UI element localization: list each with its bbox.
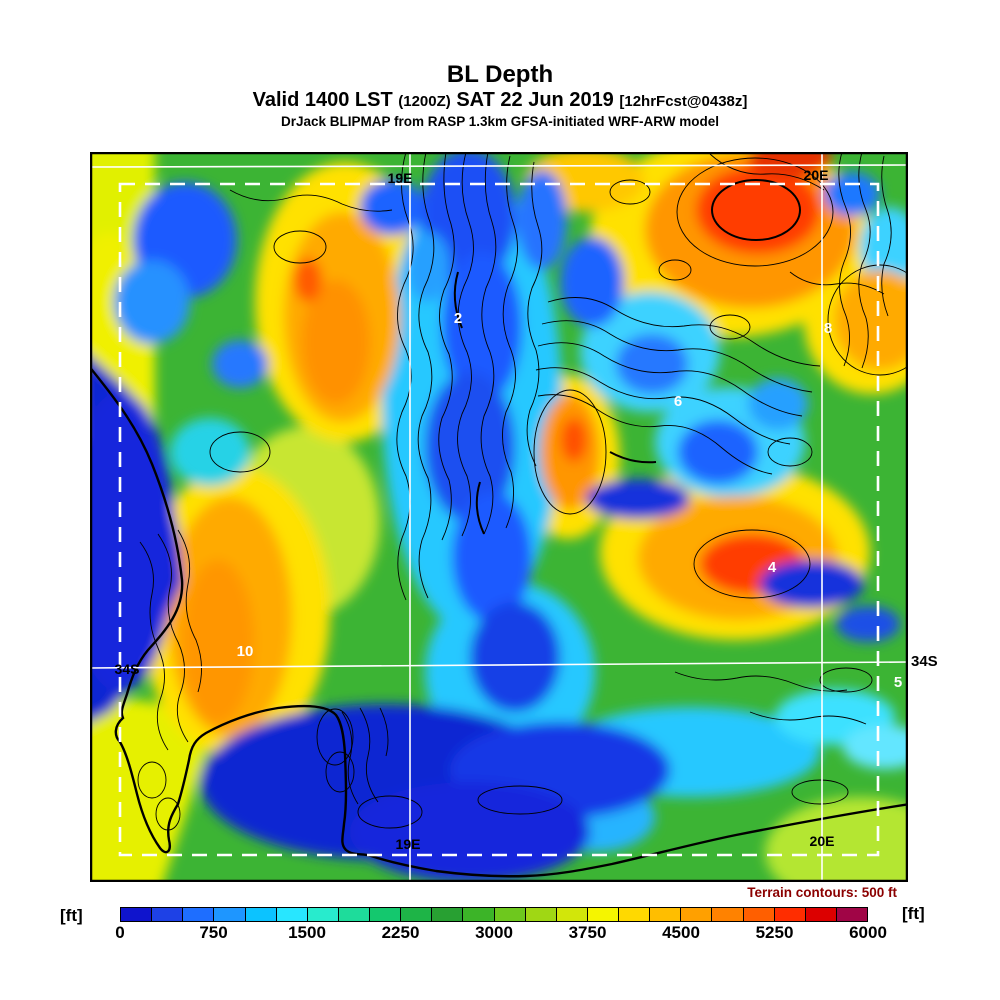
colorbar-segment — [805, 908, 837, 921]
colorbar-segment — [307, 908, 339, 921]
colorbar-tick-label: 2250 — [381, 923, 420, 942]
colorbar-tick-label: 0 — [115, 923, 125, 942]
valid-time-utc: (1200Z) — [398, 93, 451, 110]
map-frame — [90, 152, 908, 882]
colorbar-segment — [214, 908, 246, 921]
valid-date: SAT 22 Jun 2019 — [456, 89, 614, 111]
waypoint-label: 10 — [237, 643, 254, 660]
waypoint-label: 8 — [824, 320, 832, 337]
colorbar-segment — [743, 908, 775, 921]
colorbar-ticks: 0 750 1500 2250 3000 3750 4500 5250 6000 — [115, 923, 887, 945]
colorbar-segment — [121, 908, 153, 921]
colorbar-segment — [619, 908, 651, 921]
lat-label-right: 34S — [911, 653, 938, 670]
valid-time-line: Valid 1400 LST (1200Z) SAT 22 Jun 2019 [… — [0, 88, 1000, 114]
colorbar-segment — [836, 908, 867, 921]
coastline — [90, 365, 908, 878]
model-domain-box — [118, 182, 880, 857]
grid-label: 20E — [810, 833, 835, 849]
colorbar-segment — [401, 908, 433, 921]
colorbar-tick-label: 3750 — [568, 923, 607, 942]
valid-time-main: Valid 1400 LST — [252, 89, 393, 111]
colorbar-segment — [712, 908, 744, 921]
colorbar-segments — [120, 907, 868, 922]
header: BL Depth Valid 1400 LST (1200Z) SAT 22 J… — [0, 62, 1000, 130]
grid-label: 19E — [388, 170, 413, 186]
colorbar-segment — [152, 908, 184, 921]
waypoint-label: 6 — [674, 393, 682, 410]
terrain-contours-note: Terrain contours: 500 ft — [747, 885, 897, 900]
grid-label: 20E — [804, 167, 829, 183]
map-labels: 19E 20E 34S 19E 20E 2 6 8 4 10 5 — [115, 167, 903, 852]
blipmap-canvas: 19E 20E 34S 19E 20E 2 6 8 4 10 5 — [90, 152, 908, 882]
grid-label: 19E — [396, 836, 421, 852]
terrain-contours-bold — [453, 179, 801, 535]
colorbar-segment — [587, 908, 619, 921]
colorbar-tick-label: 4500 — [662, 923, 700, 942]
terrain-contours — [137, 152, 908, 831]
colorbar-tick-label: 750 — [199, 923, 228, 942]
colorbar-segment — [432, 908, 464, 921]
colorbar-segment — [183, 908, 215, 921]
colorbar-segment — [276, 908, 308, 921]
colorbar-segment — [774, 908, 806, 921]
waypoint-label: 2 — [454, 310, 462, 327]
colorbar-tick-label: 3000 — [475, 923, 513, 942]
colorbar-segment — [463, 908, 495, 921]
colorbar-segment — [494, 908, 526, 921]
waypoint-label: 5 — [894, 674, 902, 691]
colorbar-segment — [338, 908, 370, 921]
model-line: DrJack BLIPMAP from RASP 1.3km GFSA-init… — [280, 114, 720, 129]
colorbar-tick-label: 1500 — [288, 923, 326, 942]
colorbar-segment — [556, 908, 588, 921]
colorbar-segment — [245, 908, 277, 921]
colorbar-unit-right: [ft] — [902, 904, 925, 923]
colorbar-unit-left: [ft] — [60, 906, 83, 925]
waypoint-label: 4 — [768, 559, 777, 576]
colorbar-segment — [681, 908, 713, 921]
blipmap-svg: 19E 20E 34S 19E 20E 2 6 8 4 10 5 — [90, 152, 908, 882]
colorbar-segment — [525, 908, 557, 921]
latlon-gridlines — [90, 152, 908, 882]
colorbar-segment — [370, 908, 402, 921]
forecast-cycle: [12hrFcst@0438z] — [619, 93, 748, 110]
colorbar-segment — [650, 908, 682, 921]
page-title: BL Depth — [446, 61, 554, 88]
colorbar-tick-label: 5250 — [755, 923, 794, 942]
colorbar-tick-label: 6000 — [849, 923, 887, 942]
grid-label: 34S — [115, 661, 140, 677]
map-color-field: 19E 20E 34S 19E 20E 2 6 8 4 10 5 — [90, 152, 908, 882]
